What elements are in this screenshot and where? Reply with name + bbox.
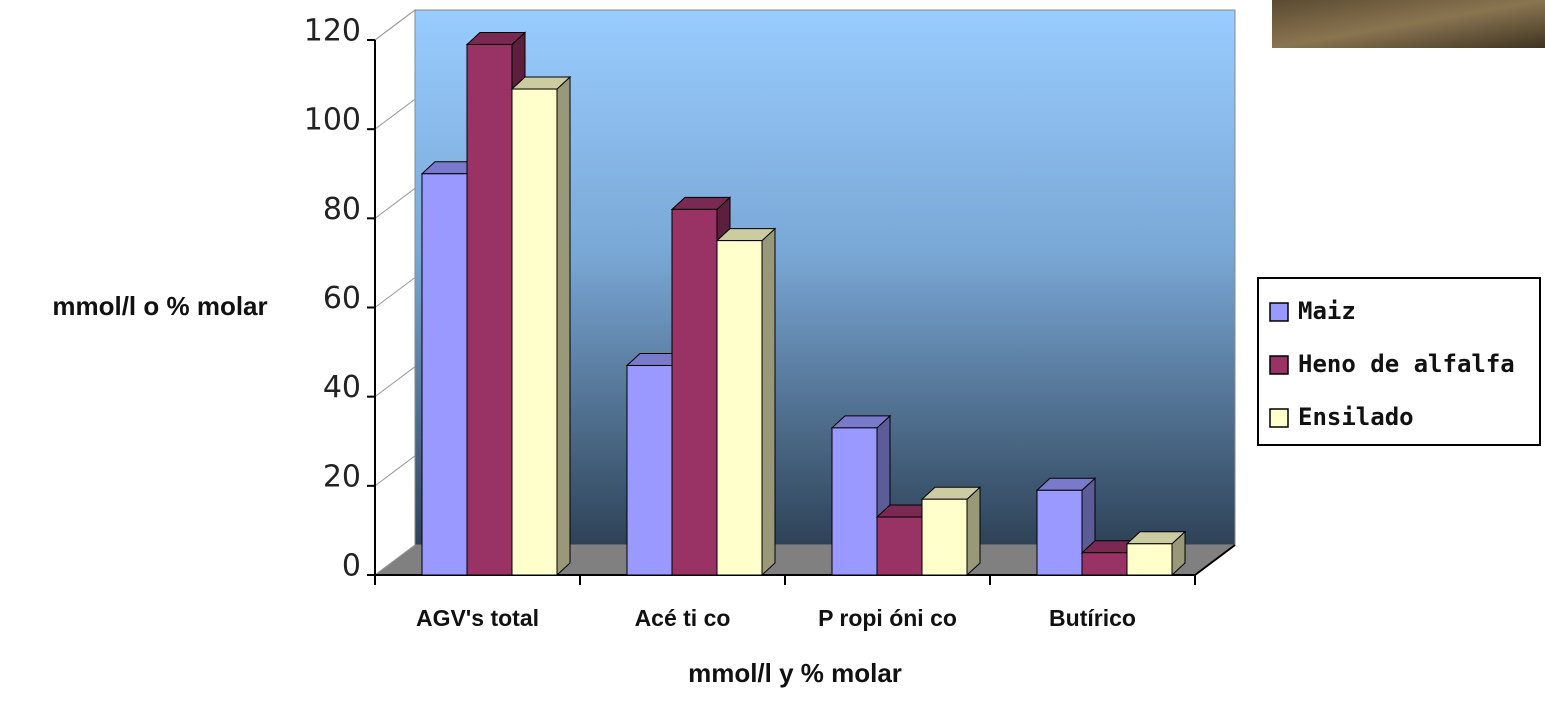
grid-line: [374, 544, 416, 576]
y-tick-label: 60: [323, 281, 361, 316]
y-tick-label: 0: [342, 549, 361, 584]
bar: [626, 364, 673, 576]
grid-line: [374, 455, 416, 487]
bar: [466, 43, 513, 576]
legend-swatch: [1269, 408, 1289, 428]
bar: [876, 516, 923, 576]
legend-swatch: [1269, 302, 1289, 322]
y-tick-label: 20: [323, 459, 361, 494]
y-tick-label: 80: [323, 192, 361, 227]
grid-line: [374, 366, 416, 398]
y-tick-label: 120: [304, 14, 361, 49]
bar: [831, 427, 878, 576]
bar: [421, 173, 468, 576]
bar: [1036, 489, 1083, 576]
y-tick-label: 40: [323, 370, 361, 405]
x-tick-label: AGV's total: [416, 605, 539, 631]
x-tick-label: Acé ti co: [635, 605, 731, 631]
x-axis-label: mmol/l y % molar: [688, 658, 902, 688]
bar: [921, 498, 968, 576]
x-tick-label: Butírico: [1049, 605, 1136, 631]
grid-line: [374, 277, 416, 308]
bar-side: [761, 227, 776, 577]
grid-line: [374, 187, 416, 219]
legend-label: Ensilado: [1298, 403, 1414, 431]
bar: [511, 88, 558, 576]
legend: [1257, 277, 1541, 446]
plot: 0 20 40 60 80 100 120 AGV's total Acé ti co P rop…: [304, 9, 1236, 631]
legend-label: Heno de alfalfa: [1298, 350, 1515, 378]
y-axis-label: mmol/l o % molar: [52, 291, 267, 321]
floor: [375, 545, 1235, 575]
legend-swatch: [1269, 355, 1289, 375]
x-axis-depth: [1194, 544, 1236, 576]
bar-side: [556, 75, 571, 577]
photo-fragment: [1272, 0, 1545, 48]
grid-line: [374, 98, 416, 130]
x-tick-label: P ropi óni co: [818, 605, 957, 631]
bar: [1126, 543, 1173, 576]
grid-line: [374, 9, 416, 41]
bar-side: [966, 486, 981, 577]
bar: [671, 208, 718, 576]
bar: [1081, 552, 1128, 576]
legend-label: Maiz: [1298, 297, 1356, 325]
bar: [716, 240, 763, 576]
y-tick-label: 100: [304, 103, 361, 138]
